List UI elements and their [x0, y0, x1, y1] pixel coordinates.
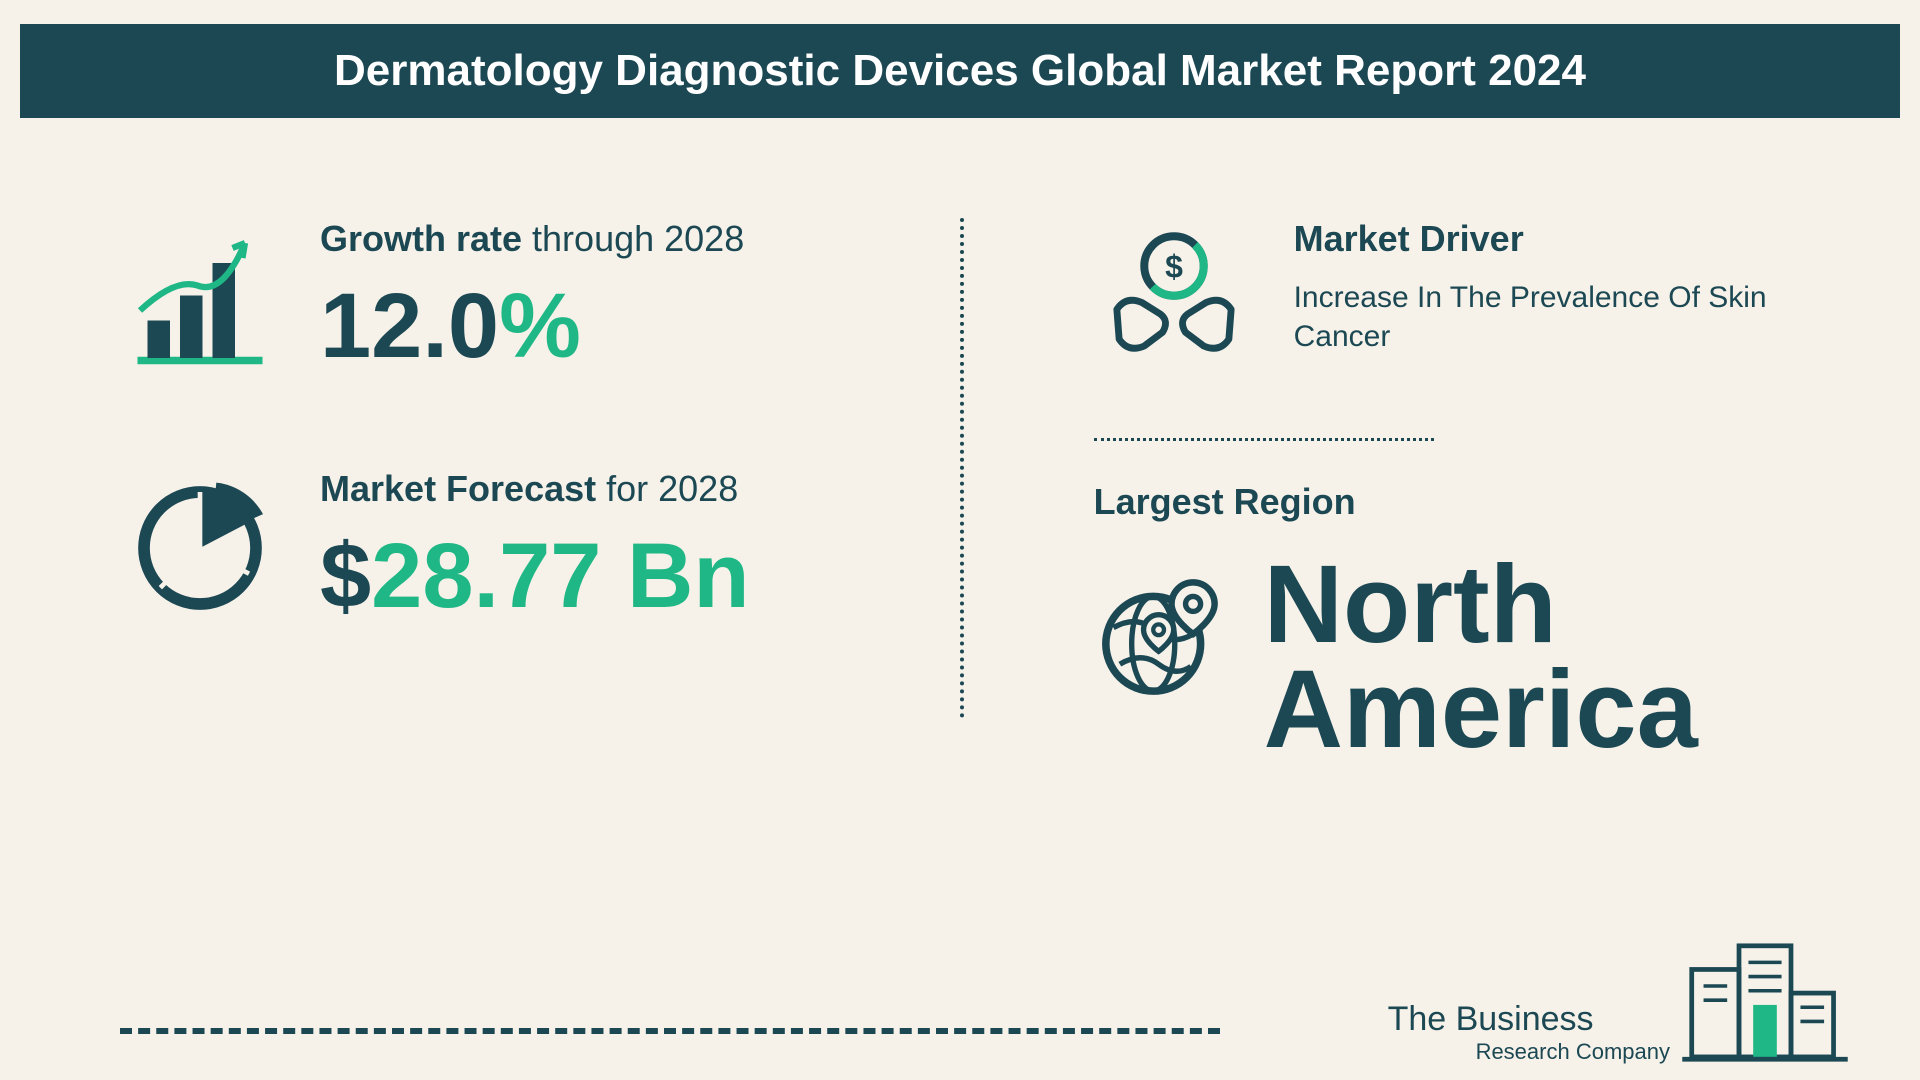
growth-text: Growth rate through 2028 12.0% — [320, 218, 744, 375]
logo-text: The Business Research Company — [1388, 1000, 1670, 1064]
globe-pins-icon — [1094, 553, 1234, 713]
logo-buildings-icon — [1680, 934, 1850, 1064]
driver-text-wrap: Market Driver Increase In The Prevalence… — [1294, 218, 1800, 356]
forecast-amount: 28.77 Bn — [371, 525, 749, 627]
growth-label: Growth rate through 2028 — [320, 218, 744, 260]
growth-value-percent: % — [499, 275, 581, 377]
report-header: Dermatology Diagnostic Devices Global Ma… — [20, 24, 1900, 118]
forecast-text: Market Forecast for 2028 $28.77 Bn — [320, 468, 750, 625]
growth-chart-icon — [120, 218, 280, 378]
forecast-value: $28.77 Bn — [320, 528, 750, 625]
growth-value-number: 12.0 — [320, 275, 499, 377]
report-title: Dermatology Diagnostic Devices Global Ma… — [334, 46, 1586, 95]
content-area: Growth rate through 2028 12.0% — [0, 118, 1920, 762]
region-value: North America — [1264, 553, 1698, 762]
driver-heading: Market Driver — [1294, 218, 1800, 260]
pie-chart-icon — [120, 468, 280, 628]
driver-block: $ Market Driver Increase In The Prevalen… — [1094, 218, 1800, 378]
region-block: North America — [1094, 553, 1800, 762]
region-heading: Largest Region — [1094, 481, 1800, 523]
forecast-currency: $ — [320, 525, 371, 627]
driver-heading-text: Market Driver — [1294, 218, 1524, 259]
growth-label-bold: Growth rate — [320, 218, 522, 259]
forecast-block: Market Forecast for 2028 $28.77 Bn — [120, 468, 994, 628]
svg-text:$: $ — [1165, 248, 1183, 284]
left-column: Growth rate through 2028 12.0% — [120, 198, 994, 762]
vertical-divider — [960, 218, 964, 718]
growth-block: Growth rate through 2028 12.0% — [120, 218, 994, 378]
company-logo: The Business Research Company — [1388, 934, 1850, 1064]
logo-line2: Research Company — [1388, 1039, 1670, 1064]
right-column: $ Market Driver Increase In The Prevalen… — [994, 198, 1800, 762]
forecast-label-bold: Market Forecast — [320, 468, 596, 509]
driver-description: Increase In The Prevalence Of Skin Cance… — [1294, 278, 1800, 356]
bottom-divider — [120, 1028, 1220, 1034]
growth-value: 12.0% — [320, 278, 744, 375]
growth-label-rest: through 2028 — [522, 218, 744, 259]
horizontal-divider — [1094, 438, 1434, 441]
forecast-label: Market Forecast for 2028 — [320, 468, 750, 510]
region-line2: America — [1264, 648, 1698, 771]
forecast-label-rest: for 2028 — [596, 468, 738, 509]
hands-coin-icon: $ — [1094, 218, 1254, 378]
logo-line1: The Business — [1388, 1000, 1594, 1038]
